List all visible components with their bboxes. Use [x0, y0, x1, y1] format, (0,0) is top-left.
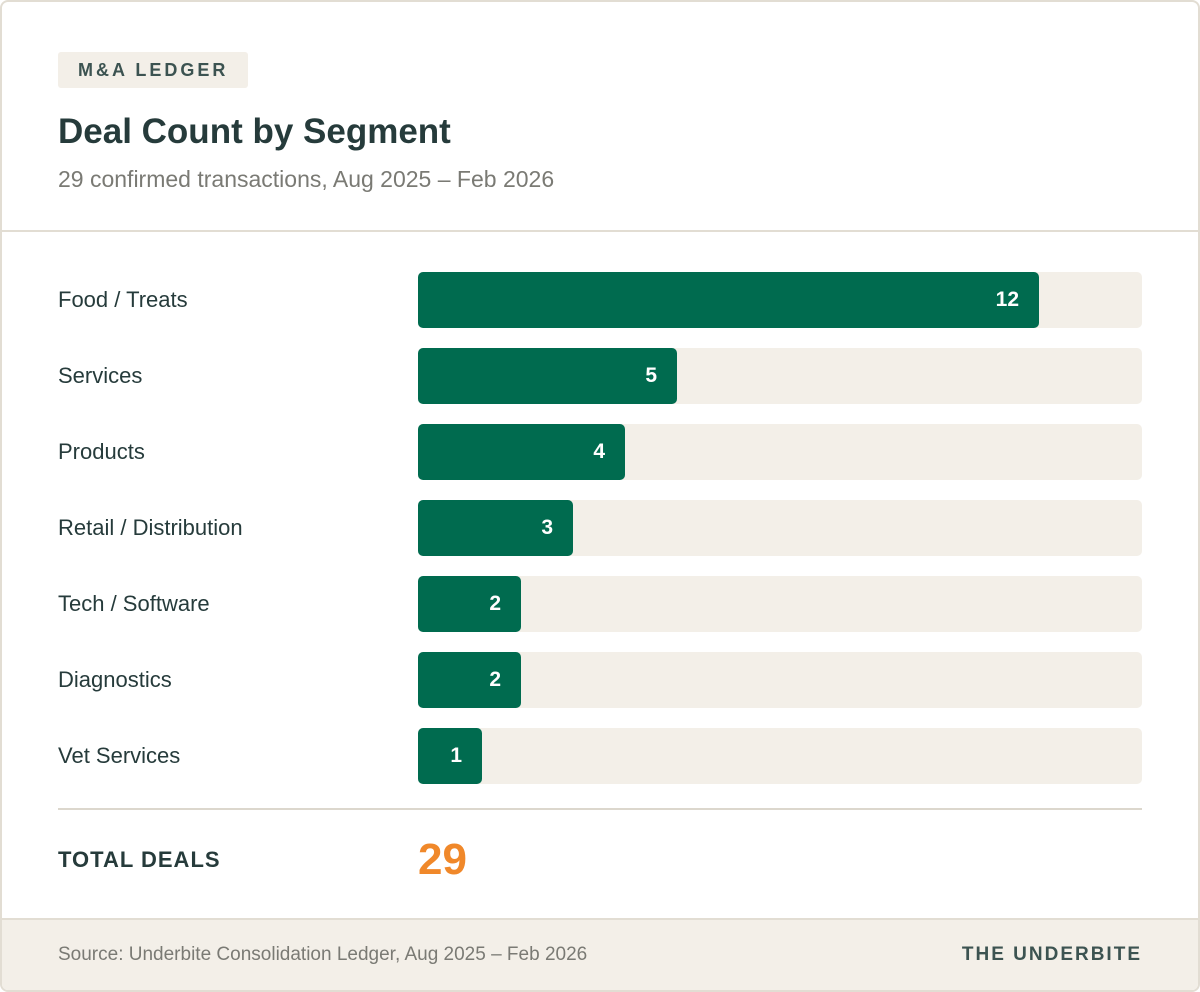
bar: 4 — [418, 424, 625, 480]
bar-row: Diagnostics 2 — [2, 652, 1198, 708]
bar-track: 1 — [418, 728, 1142, 784]
section-tag: M&A LEDGER — [58, 52, 249, 88]
bar-track: 5 — [418, 348, 1142, 404]
bar-track: 4 — [418, 424, 1142, 480]
bar-row: Food / Treats 12 — [2, 272, 1198, 328]
bar-track: 3 — [418, 500, 1142, 556]
category-label: Diagnostics — [58, 667, 172, 692]
total-label: TOTAL DEALS — [58, 847, 221, 872]
bar: 1 — [418, 728, 482, 784]
bar: 12 — [418, 272, 1039, 328]
bar: 2 — [418, 576, 521, 632]
bar-value-label: 4 — [593, 440, 605, 463]
bar-value-label: 2 — [489, 592, 501, 615]
bar-row: Products 4 — [2, 424, 1198, 480]
bar: 3 — [418, 500, 573, 556]
category-label: Vet Services — [58, 743, 181, 768]
bar-track: 2 — [418, 576, 1142, 632]
card-footer: Source: Underbite Consolidation Ledger, … — [2, 918, 1198, 990]
bar: 5 — [418, 348, 677, 404]
card-header: M&A LEDGER Deal Count by Segment 29 conf… — [2, 2, 1198, 232]
category-label: Food / Treats — [58, 287, 188, 312]
bar-track: 12 — [418, 272, 1142, 328]
total-value: 29 — [418, 835, 467, 884]
bar-value-label: 12 — [995, 288, 1019, 311]
bar-track: 2 — [418, 652, 1142, 708]
bar-value-label: 3 — [541, 516, 553, 539]
bar-row: Services 5 — [2, 348, 1198, 404]
brand-name: THE UNDERBITE — [961, 944, 1142, 965]
bar-value-label: 5 — [645, 364, 657, 387]
bar-row: Retail / Distribution 3 — [2, 500, 1198, 556]
bar-row: Vet Services 1 — [2, 728, 1198, 784]
source-note: Source: Underbite Consolidation Ledger, … — [58, 944, 588, 965]
bar-value-label: 1 — [450, 744, 462, 767]
category-label: Products — [58, 439, 145, 464]
category-label: Services — [58, 363, 143, 388]
category-label: Tech / Software — [58, 591, 210, 616]
bar-row: Tech / Software 2 — [2, 576, 1198, 632]
category-label: Retail / Distribution — [58, 515, 243, 540]
total-divider — [58, 808, 1142, 810]
chart-subtitle: 29 confirmed transactions, Aug 2025 – Fe… — [58, 166, 555, 192]
bar-value-label: 2 — [489, 668, 501, 691]
chart-title: Deal Count by Segment — [58, 112, 451, 151]
bar: 2 — [418, 652, 521, 708]
